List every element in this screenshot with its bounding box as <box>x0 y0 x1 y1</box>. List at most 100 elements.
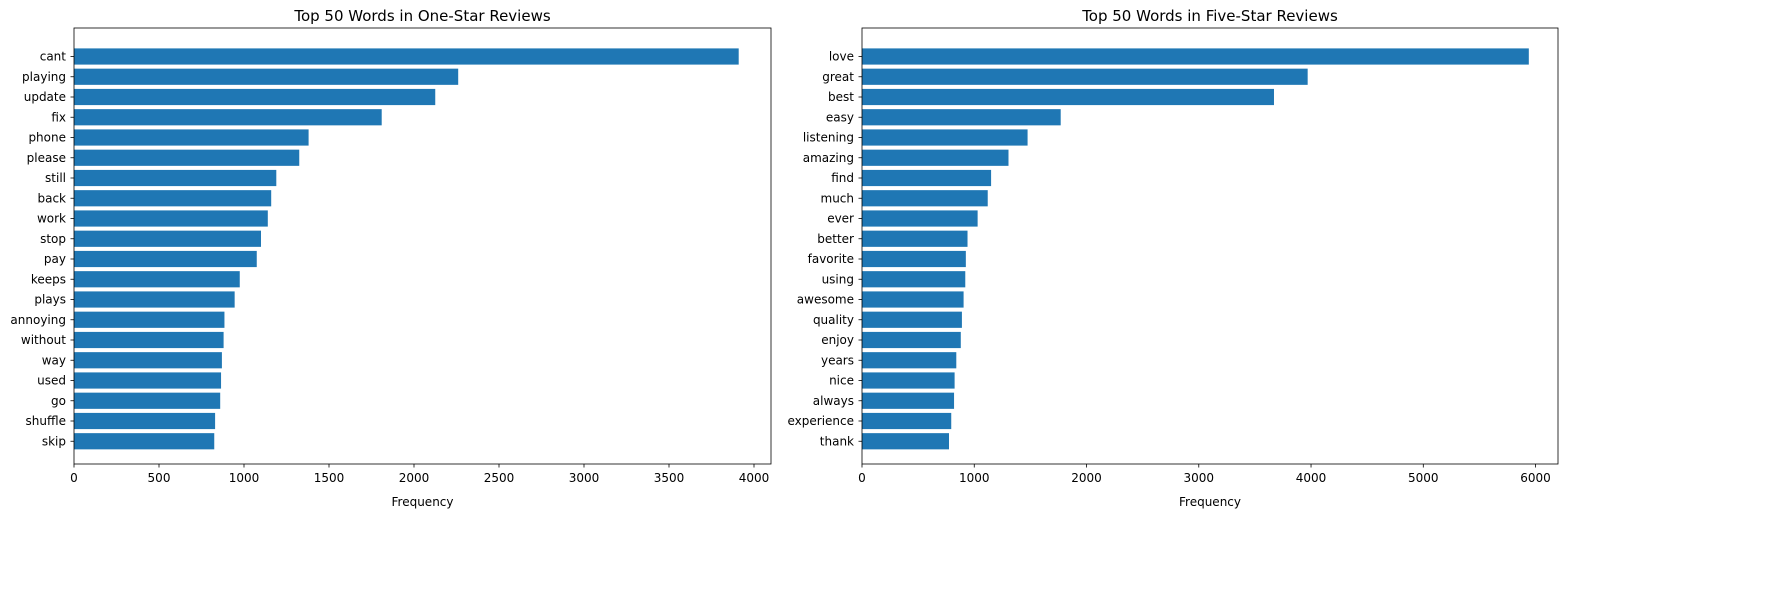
bar <box>862 210 978 227</box>
y-tick-label: phone <box>28 131 66 145</box>
chart-title: Top 50 Words in One-Star Reviews <box>293 7 551 25</box>
x-tick-label: 0 <box>858 471 866 485</box>
x-tick-label: 2000 <box>1071 471 1102 485</box>
x-tick-label: 3000 <box>1184 471 1215 485</box>
plot-frame <box>73 27 772 465</box>
y-tick-label: please <box>27 151 66 165</box>
y-tick-label: favorite <box>808 252 854 266</box>
y-tick-label: easy <box>826 110 854 124</box>
y-tick-label: without <box>21 333 66 347</box>
y-tick-label: using <box>822 272 854 286</box>
bar <box>862 331 961 349</box>
y-tick-label: nice <box>829 374 854 388</box>
y-tick-label: amazing <box>803 151 854 165</box>
bar <box>862 169 992 187</box>
bar <box>862 392 955 409</box>
y-tick-label: best <box>828 90 854 104</box>
bar <box>74 271 240 288</box>
y-tick-label: update <box>24 90 66 104</box>
y-tick-label: great <box>822 70 854 84</box>
y-tick-label: plays <box>34 293 66 307</box>
bar <box>862 88 1274 106</box>
bar <box>74 68 459 85</box>
y-tick-label: cant <box>40 50 67 64</box>
x-tick-label: 1000 <box>229 471 260 485</box>
bar <box>862 433 949 450</box>
x-axis-label: Frequency <box>1179 495 1241 509</box>
bar <box>862 372 955 389</box>
y-tick-label: better <box>817 232 854 246</box>
y-tick-label: keeps <box>31 272 66 286</box>
x-tick-label: 500 <box>148 471 171 485</box>
bar <box>74 48 739 65</box>
y-tick-label: ever <box>827 212 854 226</box>
five-star-chart-panel: Top 50 Words in Five-Star Reviews Freque… <box>787 7 1559 509</box>
x-tick-label: 1000 <box>959 471 990 485</box>
bar <box>862 291 964 308</box>
y-tick-label: playing <box>22 70 66 84</box>
y-tick-label: thank <box>820 434 854 448</box>
bar <box>74 372 222 389</box>
bar <box>74 210 268 227</box>
y-tick-label: still <box>45 171 66 185</box>
x-tick-label: 4000 <box>1296 471 1327 485</box>
y-tick-label: pay <box>44 252 66 266</box>
bar <box>74 129 309 146</box>
bar <box>862 250 966 268</box>
plot-frame <box>861 27 1559 465</box>
bar <box>74 352 222 369</box>
y-tick-label: much <box>821 191 855 205</box>
bar <box>862 68 1308 85</box>
bar <box>74 230 261 247</box>
bar <box>74 311 225 328</box>
x-tick-label: 3000 <box>569 471 600 485</box>
x-tick-label: 2000 <box>399 471 430 485</box>
bar <box>862 48 1529 65</box>
x-tick-label: 5000 <box>1408 471 1439 485</box>
bar <box>74 250 257 268</box>
bar <box>862 352 957 369</box>
x-tick-label: 3500 <box>654 471 685 485</box>
y-tick-label: shuffle <box>26 414 66 428</box>
x-tick-label: 1500 <box>314 471 345 485</box>
bar <box>74 291 235 308</box>
bar <box>74 109 382 126</box>
bar <box>862 271 966 288</box>
bar <box>862 190 988 207</box>
x-tick-label: 4000 <box>739 471 770 485</box>
y-tick-label: quality <box>813 313 854 327</box>
bar <box>74 169 277 187</box>
y-tick-label: annoying <box>10 313 66 327</box>
bar <box>74 412 216 430</box>
bar <box>74 190 272 207</box>
y-tick-label: go <box>51 394 66 408</box>
x-axis-label: Frequency <box>392 495 454 509</box>
y-tick-label: enjoy <box>821 333 854 347</box>
y-tick-label: fix <box>51 110 66 124</box>
bar <box>74 149 300 166</box>
one-star-chart-panel: Top 50 Words in One-Star Reviews Frequen… <box>10 7 772 509</box>
x-tick-label: 0 <box>70 471 78 485</box>
y-tick-label: work <box>37 212 66 226</box>
y-tick-label: love <box>829 50 854 64</box>
bar <box>74 331 224 349</box>
bar <box>862 109 1061 126</box>
x-tick-label: 2500 <box>484 471 515 485</box>
y-tick-label: listening <box>803 131 854 145</box>
bar <box>74 433 215 450</box>
y-tick-label: experience <box>787 414 854 428</box>
bar <box>74 392 221 409</box>
bar <box>862 412 952 430</box>
chart-title: Top 50 Words in Five-Star Reviews <box>1081 7 1338 25</box>
bar <box>74 88 436 106</box>
y-tick-label: stop <box>40 232 66 246</box>
y-tick-label: back <box>37 191 66 205</box>
y-tick-label: way <box>42 353 66 367</box>
y-tick-label: find <box>831 171 854 185</box>
y-tick-label: awesome <box>797 293 854 307</box>
y-tick-label: skip <box>42 434 66 448</box>
bar <box>862 230 968 247</box>
y-tick-label: always <box>813 394 854 408</box>
y-tick-label: years <box>821 353 854 367</box>
